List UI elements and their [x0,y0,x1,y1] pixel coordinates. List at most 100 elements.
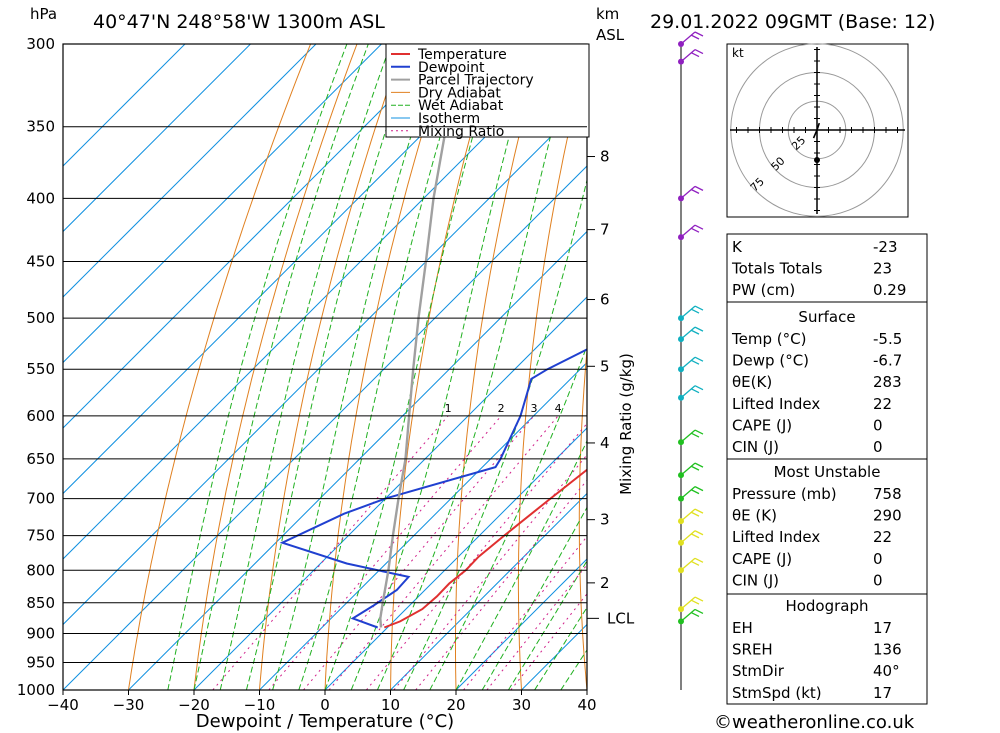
legend-entry: Mixing Ratio [418,124,504,140]
pressure-tick-label: 750 [26,527,55,545]
most-unstable-2-label: Lifted Index [732,528,820,546]
wind-barb [678,596,704,613]
wind-barb [678,49,704,65]
hodograph-stat-3-value: 17 [873,684,892,702]
surface-title: Surface [798,308,855,326]
x-tick-label: 0 [320,696,330,714]
x-tick-label: 30 [512,696,531,714]
isotherm-line [390,492,587,690]
surface-0-value: -5.5 [873,330,902,348]
dry-adiabat-line [696,44,729,690]
surface-3-label: Lifted Index [732,395,820,413]
dry-adiabat-line [324,44,451,690]
km-tick-label: 7 [600,221,610,239]
datetime-title: 29.01.2022 09GMT (Base: 12) [650,11,935,33]
most-unstable-3-value: 0 [873,550,883,568]
wind-barb [678,224,704,241]
index-1-value: 23 [873,260,892,278]
km-tick-label: 5 [600,357,610,375]
hodograph-unit-label: kt [732,46,744,60]
legend-entry: Temperature [417,47,507,63]
pressure-tick-label: 350 [26,118,55,136]
surface-5-value: 0 [873,438,883,456]
units-hpa-label: hPa [30,5,57,23]
temperature-line [383,468,587,629]
hodograph-stat-0-value: 17 [873,619,892,637]
isotherm-line [128,230,587,690]
mixing-ratio-axis-label: Mixing Ratio (g/kg) [617,353,635,495]
wind-barb [678,385,704,401]
wet-adiabat-line [324,44,500,690]
hodograph-stat-1-value: 136 [873,641,902,659]
pressure-tick-label: 800 [26,561,55,579]
pressure-tick-label: 500 [26,309,55,327]
indices-panel: K -23 Totals Totals 23 PW (cm) 0.29 Surface Tem… [726,233,928,705]
wind-barb [678,608,704,625]
most-unstable-0-value: 758 [873,485,902,503]
x-tick-label: 10 [381,696,400,714]
pressure-tick-label: 700 [26,490,55,508]
surface-3-value: 22 [873,395,892,413]
most-unstable-0-label: Pressure (mb) [732,485,837,503]
pressure-tick-label: 300 [26,35,55,53]
x-tick-label: −10 [244,696,276,714]
km-tick-label: 6 [600,291,610,309]
pressure-tick-label: 1000 [17,681,55,699]
km-tick-label: 2 [600,574,610,592]
surface-2-label: θE(K) [732,373,772,391]
wind-profile [678,31,704,690]
dry-adiabat-line [638,44,682,690]
copyright: ©weatheronline.co.uk [714,712,915,733]
wet-adiabat-line [376,44,575,690]
pressure-tick-label: 400 [26,189,55,207]
wind-barb [678,530,704,546]
mixing-ratio-line [328,415,559,690]
isotherm-line [63,44,448,429]
isotherm-line [259,361,587,690]
hodograph-stat-3-label: StmSpd (kt) [732,684,822,702]
mixing-ratio-line [212,415,449,690]
parcel-trajectory-line [379,44,462,628]
wind-barb [678,305,704,322]
x-tick-label: −40 [47,696,79,714]
mixing-ratio-line [268,415,502,690]
wet-adiabat-line [455,439,587,690]
index-2-label: PW (cm) [732,281,795,299]
wind-barb [678,508,704,525]
surface-1-value: -6.7 [873,352,902,370]
hodograph-stat-2-value: 40° [873,662,900,680]
isotherm-line [324,427,587,690]
pressure-tick-label: 600 [26,407,55,425]
wind-barb [678,462,704,479]
pressure-tick-label: 650 [26,450,55,468]
pressure-tick-label: 550 [26,360,55,378]
most-unstable-3-label: CAPE (J) [732,550,792,568]
isotherm-line [455,558,587,690]
km-tick-label: 8 [600,148,610,166]
most-unstable-1-value: 290 [873,507,902,525]
most-unstable-4-label: CIN (J) [732,571,779,589]
location-title: 40°47'N 248°58'W 1300m ASL [93,11,385,33]
surface-4-label: CAPE (J) [732,416,792,434]
hodograph-stat-0-label: EH [732,619,753,637]
pressure-tick-label: 850 [26,594,55,612]
surface-4-value: 0 [873,416,883,434]
most-unstable-title: Most Unstable [774,463,881,481]
wet-adiabat-line [403,178,587,690]
pressure-tick-label: 900 [26,624,55,642]
isotherm-line [63,44,317,298]
legend-entry: Dewpoint [418,60,485,76]
surface-5-label: CIN (J) [732,438,779,456]
most-unstable-2-value: 22 [873,528,892,546]
km-tick-label: 3 [600,511,610,529]
surface-2-value: 283 [873,373,902,391]
legend-entry: Dry Adiabat [418,85,501,101]
wet-adiabat-line [193,44,369,690]
hodograph-stat-1-label: SREH [732,641,773,659]
surface-1-label: Dewp (°C) [732,352,809,370]
wind-barb [678,557,704,574]
index-0-label: K [732,238,743,256]
